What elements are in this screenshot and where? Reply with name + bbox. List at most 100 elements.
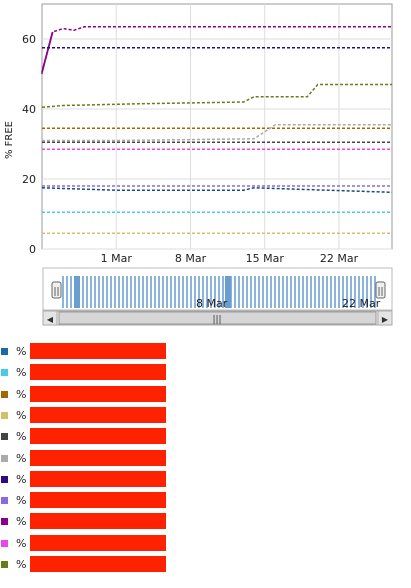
navigator-bar xyxy=(330,276,332,308)
navigator-bar xyxy=(338,276,340,308)
navigator-bar xyxy=(106,276,108,308)
legend-item: % xyxy=(0,385,170,402)
navigator-bar xyxy=(306,276,308,308)
legend-percent: % xyxy=(16,472,27,486)
navigator-bar xyxy=(98,276,100,308)
legend-percent: % xyxy=(16,494,27,508)
scroll-right-arrow-icon: ▶ xyxy=(382,315,389,324)
legend-swatch xyxy=(0,538,9,548)
legend-redaction xyxy=(30,449,166,466)
legend-percent: % xyxy=(16,451,27,465)
navigator-bar-highlight xyxy=(225,276,231,308)
legend-redaction xyxy=(30,343,166,359)
legend-percent: % xyxy=(16,536,27,550)
series-line-0 xyxy=(41,26,392,74)
navigator-bar xyxy=(162,276,164,308)
navigator-bar xyxy=(358,276,360,308)
scroll-left-arrow-icon: ◀ xyxy=(47,315,54,324)
navigator-bar xyxy=(90,276,92,308)
navigator-bar xyxy=(246,276,248,308)
legend-swatch xyxy=(0,517,9,527)
y-axis-label: % FREE xyxy=(4,121,15,159)
navigator-bars xyxy=(62,276,376,308)
navigator-bar xyxy=(270,276,272,308)
navigator-bar xyxy=(366,276,368,308)
legend-swatch xyxy=(0,410,9,420)
navigator-bar xyxy=(94,276,96,308)
navigator-bar xyxy=(182,276,184,308)
navigator-bar xyxy=(250,276,252,308)
legend-redaction xyxy=(30,385,166,402)
x-tick-label: 15 Mar xyxy=(246,252,285,265)
series-layer xyxy=(41,26,393,235)
navigator-left-handle[interactable] xyxy=(51,281,62,299)
navigator-right-handle[interactable] xyxy=(375,281,386,299)
navigator-bar xyxy=(206,276,208,308)
navigator-bar xyxy=(274,276,276,308)
navigator-bar xyxy=(178,276,180,308)
navigator-bar xyxy=(302,276,304,308)
legend-percent: % xyxy=(16,558,27,571)
series-line-2 xyxy=(41,83,392,109)
navigator-bar xyxy=(130,276,132,308)
navigator-bar xyxy=(294,276,296,308)
navigator-bar xyxy=(170,276,172,308)
navigator-bar xyxy=(154,276,156,308)
navigator-bar xyxy=(86,276,88,308)
navigator-bar xyxy=(278,276,280,308)
legend-item: % xyxy=(0,406,170,423)
x-axis: 1 Mar 8 Mar 15 Mar 22 Mar xyxy=(101,4,359,265)
navigator-bar xyxy=(102,276,104,308)
navigator-bar xyxy=(118,276,120,308)
navigator-bar xyxy=(282,276,284,308)
navigator-bar xyxy=(318,276,320,308)
legend-swatch xyxy=(0,368,9,378)
legend-swatch xyxy=(0,560,9,569)
navigator-scrollbar[interactable]: ◀ ||| ▶ xyxy=(42,310,393,326)
navigator-bar xyxy=(286,276,288,308)
x-tick-label: 8 Mar xyxy=(175,252,207,265)
legend-redaction xyxy=(30,470,166,487)
navigator-bar xyxy=(290,276,292,308)
scrollbar-thumb-grip: ||| xyxy=(212,315,221,325)
navigator-bar xyxy=(190,276,192,308)
legend-percent: % xyxy=(16,366,27,380)
legend-item: % xyxy=(0,534,170,551)
navigator-bar xyxy=(370,276,372,308)
navigator-bar xyxy=(222,276,224,308)
x-tick-label: 22 Mar xyxy=(320,252,359,265)
navigator-bar xyxy=(138,276,140,308)
y-tick-label: 20 xyxy=(22,173,36,186)
navigator-bar xyxy=(234,276,236,308)
navigator-bar xyxy=(186,276,188,308)
scrollbar-right-button[interactable] xyxy=(377,310,393,326)
navigator-left-handle-grip: || xyxy=(53,287,59,297)
navigator-bar xyxy=(194,276,196,308)
legend-swatch xyxy=(0,389,9,399)
legend-percent: % xyxy=(16,408,27,422)
navigator-bar xyxy=(174,276,176,308)
legend-redaction xyxy=(30,364,166,381)
navigator-bar xyxy=(354,276,356,308)
range-navigator[interactable]: 8 Mar 22 Mar || || xyxy=(42,267,393,311)
navigator-bar xyxy=(310,276,312,308)
legend-redaction xyxy=(30,492,166,509)
y-tick-label: 40 xyxy=(22,103,36,116)
navigator-bar xyxy=(202,276,204,308)
legend-swatch xyxy=(0,474,9,484)
legend-swatch xyxy=(0,347,9,356)
legend-item: % xyxy=(0,492,170,509)
legend-redaction xyxy=(30,513,166,530)
navigator-bar xyxy=(198,276,200,308)
navigator-bar xyxy=(238,276,240,308)
navigator-bar xyxy=(62,276,64,308)
navigator-bar xyxy=(166,276,168,308)
scrollbar-thumb[interactable] xyxy=(58,311,377,325)
legend-item: % xyxy=(0,364,170,381)
y-axis: 0 20 40 60 xyxy=(22,33,392,256)
scrollbar-left-button[interactable] xyxy=(42,310,58,326)
navigator-bar xyxy=(242,276,244,308)
legend-percent: % xyxy=(16,387,27,401)
navigator-frame xyxy=(42,267,393,311)
navigator-bar xyxy=(122,276,124,308)
